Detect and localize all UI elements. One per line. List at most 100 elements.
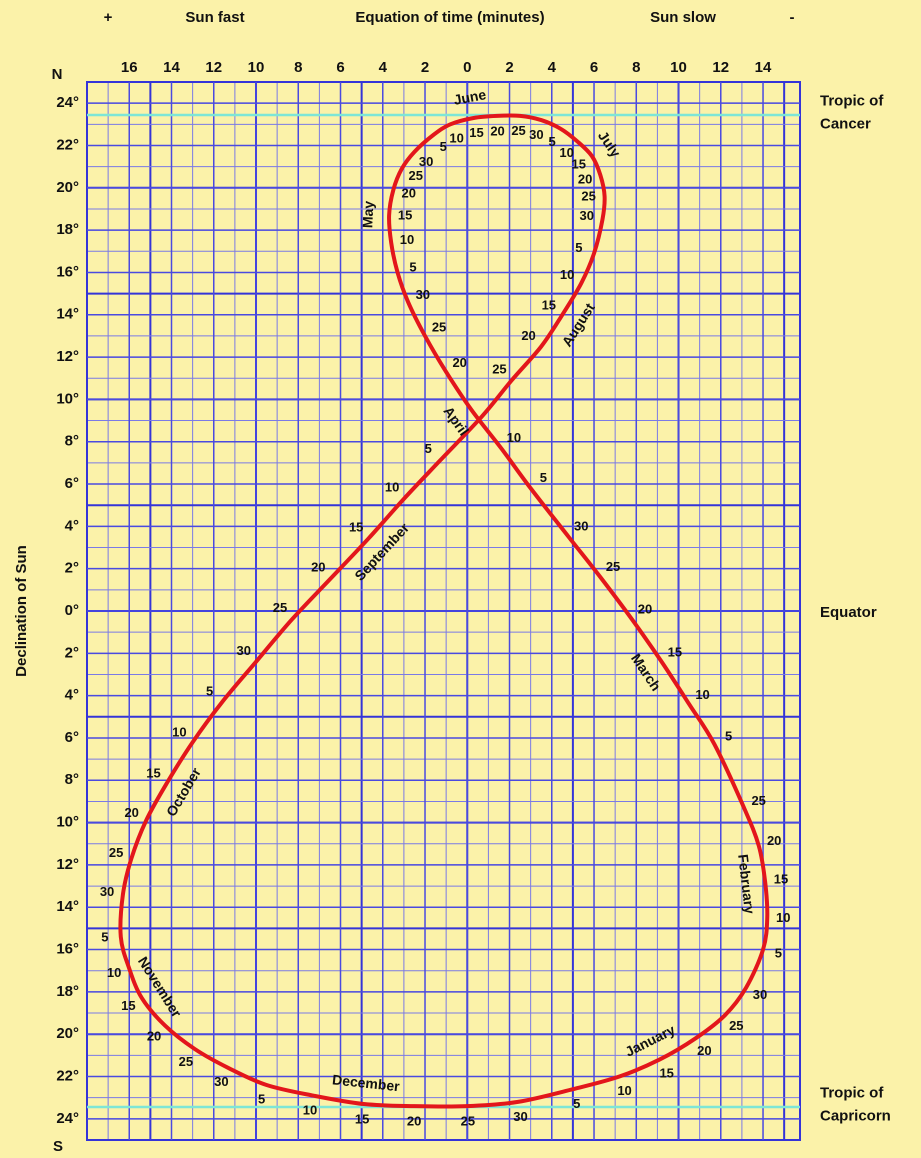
y-tick-label: 4°	[65, 517, 79, 534]
day-label: 20	[402, 186, 416, 201]
day-label: 15	[398, 207, 412, 222]
day-label: 30	[574, 519, 588, 534]
day-label: 5	[573, 1096, 580, 1111]
y-axis-label: Declination of Sun	[13, 545, 30, 677]
day-label: 5	[258, 1092, 265, 1107]
day-label: 30	[753, 987, 767, 1002]
day-label: 20	[767, 833, 781, 848]
day-label: 10	[617, 1083, 631, 1098]
y-tick-label: 2°	[65, 644, 79, 661]
reference-label: Tropic of	[820, 92, 884, 109]
day-label: 25	[751, 793, 765, 808]
day-label: 25	[109, 845, 123, 860]
y-bottom-label: S	[53, 1138, 63, 1155]
x-tick-label: 10	[670, 59, 687, 76]
x-right-sign: -	[790, 9, 795, 26]
y-top-label: N	[52, 66, 63, 83]
x-tick-label: 14	[755, 59, 772, 76]
day-label: 15	[668, 644, 682, 659]
day-label: 30	[580, 208, 594, 223]
day-label: 30	[100, 884, 114, 899]
y-tick-label: 16°	[56, 263, 79, 280]
y-tick-label: 0°	[65, 602, 79, 619]
y-tick-label: 22°	[56, 1067, 79, 1084]
day-label: 10	[449, 131, 463, 146]
day-label: 25	[409, 168, 423, 183]
y-tick-label: 20°	[56, 179, 79, 196]
day-label: 20	[490, 123, 504, 138]
y-tick-label: 2°	[65, 560, 79, 577]
reference-label: Tropic of	[820, 1084, 884, 1101]
day-label: 20	[407, 1114, 421, 1129]
day-label: 25	[461, 1114, 475, 1129]
day-label: 20	[578, 171, 592, 186]
day-label: 10	[385, 479, 399, 494]
day-label: 10	[400, 232, 414, 247]
day-label: 30	[513, 1109, 527, 1124]
day-label: 25	[179, 1054, 193, 1069]
day-label: 30	[237, 643, 251, 658]
day-label: 20	[124, 805, 138, 820]
month-label: December	[331, 1071, 401, 1094]
day-label: 15	[469, 125, 483, 140]
day-label: 5	[206, 684, 213, 699]
day-label: 25	[729, 1018, 743, 1033]
x-tick-label: 8	[632, 59, 640, 76]
day-label: 5	[775, 946, 782, 961]
day-label: 15	[146, 766, 160, 781]
y-tick-label: 18°	[56, 221, 79, 238]
y-tick-label: 20°	[56, 1025, 79, 1042]
day-label: 25	[606, 559, 620, 574]
x-tick-label: 12	[205, 59, 222, 76]
day-label: 5	[101, 930, 108, 945]
y-tick-label: 10°	[56, 390, 79, 407]
x-tick-label: 12	[712, 59, 729, 76]
day-label: 5	[440, 139, 447, 154]
day-label: 5	[575, 240, 582, 255]
y-tick-label: 6°	[65, 475, 79, 492]
y-tick-label: 12°	[56, 856, 79, 873]
day-label: 15	[571, 157, 585, 172]
day-label: 25	[492, 361, 506, 376]
day-label: 10	[776, 910, 790, 925]
day-label: 25	[511, 123, 525, 138]
x-tick-label: 4	[548, 59, 557, 76]
day-label: 20	[311, 560, 325, 575]
day-label: 20	[521, 328, 535, 343]
day-label: 5	[725, 728, 732, 743]
day-label: 5	[409, 259, 416, 274]
day-label: 10	[303, 1103, 317, 1118]
day-label: 25	[581, 188, 595, 203]
y-tick-label: 12°	[56, 348, 79, 365]
day-label: 10	[107, 965, 121, 980]
reference-label: Cancer	[820, 115, 871, 132]
y-tick-label: 14°	[56, 898, 79, 915]
day-label: 15	[349, 520, 363, 535]
x-tick-label: 6	[336, 59, 344, 76]
day-label: 5	[548, 134, 555, 149]
day-label: 5	[425, 441, 432, 456]
reference-label: Capricorn	[820, 1107, 891, 1124]
day-label: 20	[697, 1043, 711, 1058]
day-label: 15	[121, 998, 135, 1013]
y-tick-label: 8°	[65, 433, 79, 450]
y-tick-label: 10°	[56, 814, 79, 831]
day-label: 20	[638, 602, 652, 617]
x-tick-label: 10	[248, 59, 265, 76]
y-tick-label: 22°	[56, 136, 79, 153]
x-tick-label: 2	[421, 59, 429, 76]
y-tick-label: 16°	[56, 941, 79, 958]
y-tick-label: 24°	[56, 94, 79, 111]
x-tick-label: 6	[590, 59, 598, 76]
x-tick-label: 2	[505, 59, 513, 76]
y-tick-label: 8°	[65, 771, 79, 788]
day-label: 20	[147, 1029, 161, 1044]
day-label: 30	[416, 287, 430, 302]
x-right-label: Sun slow	[650, 9, 716, 26]
day-label: 10	[507, 430, 521, 445]
day-label: 25	[273, 600, 287, 615]
day-label: 10	[560, 267, 574, 282]
y-tick-label: 14°	[56, 306, 79, 323]
y-tick-label: 6°	[65, 729, 79, 746]
